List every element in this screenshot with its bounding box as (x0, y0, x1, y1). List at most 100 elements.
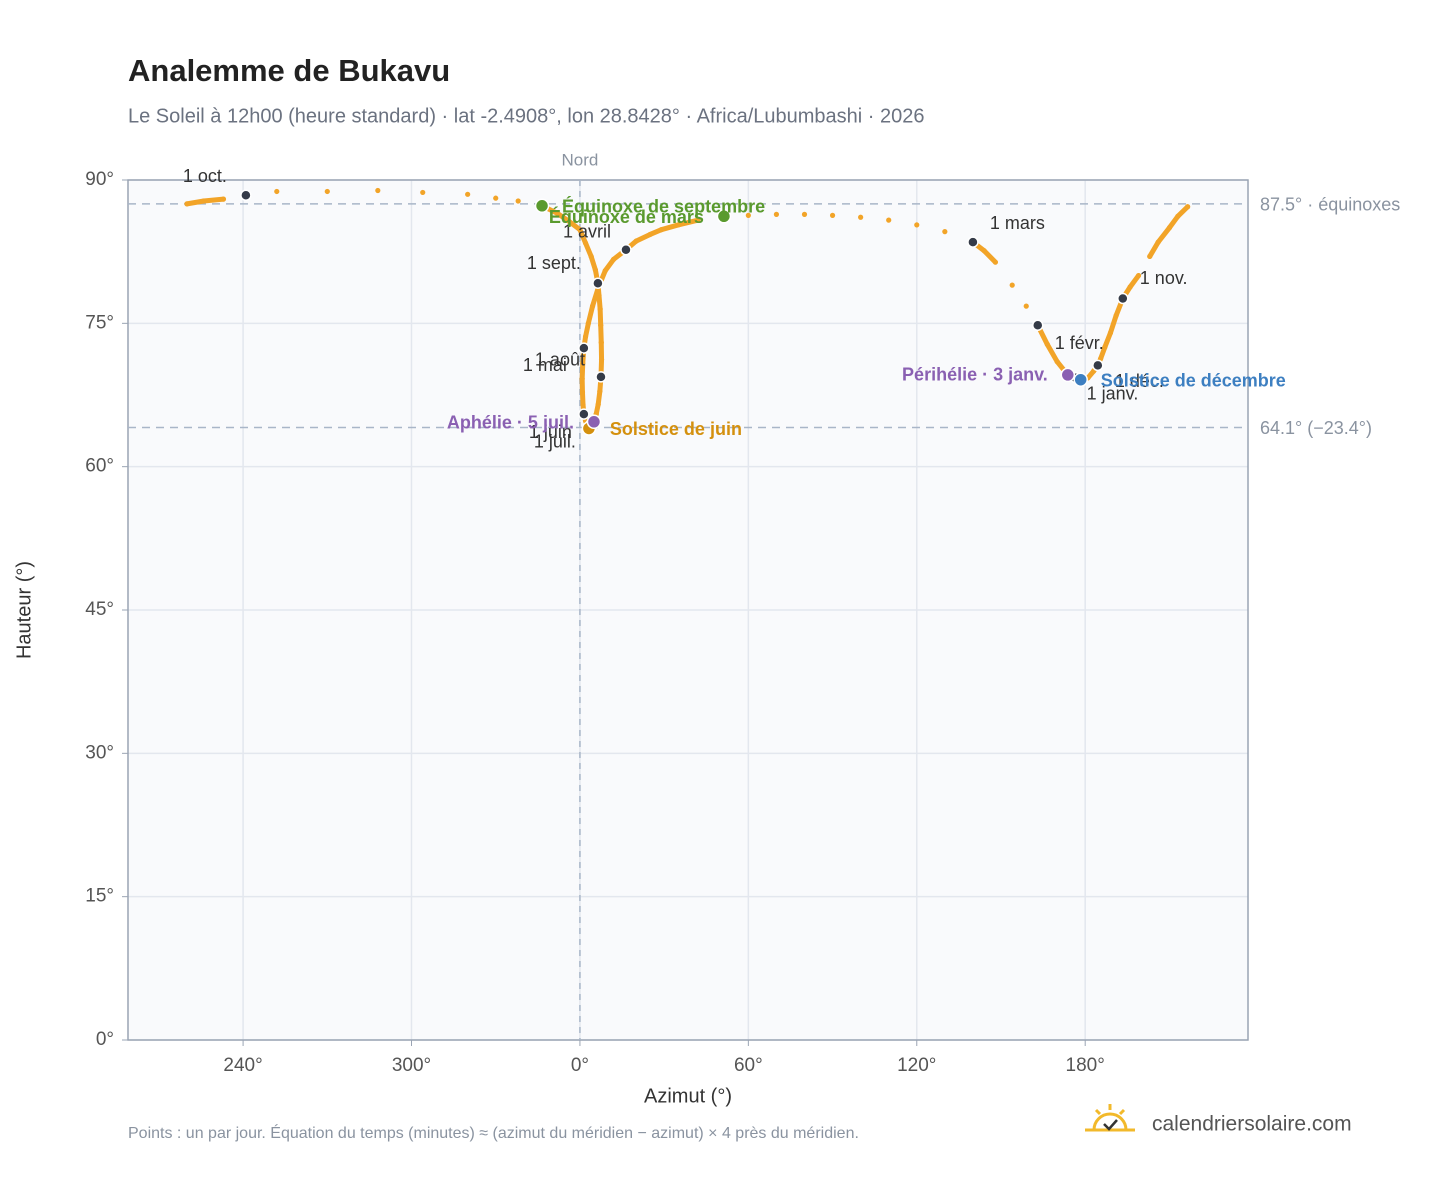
brand-logo (1085, 1104, 1135, 1132)
curve-segment (1147, 239, 1161, 259)
day-point (184, 201, 190, 207)
x-tick-label: 300° (392, 1055, 431, 1076)
day-point (579, 389, 586, 395)
day-point (577, 227, 583, 233)
day-point (647, 231, 653, 238)
month-marker (595, 371, 607, 383)
month-label: 1 janv. (1087, 384, 1139, 404)
day-point (582, 240, 589, 246)
curve-segment (598, 322, 604, 345)
curve-segment (184, 198, 207, 207)
day-point (1044, 341, 1050, 347)
month-label: 1 mars (990, 213, 1045, 233)
event-label: Aphélie · 5 juil. (447, 413, 574, 433)
event-label: Solstice de décembre (1101, 370, 1286, 390)
day-point (992, 259, 998, 265)
reference-label: 64.1° (−23.4°) (1260, 418, 1372, 438)
day-point (375, 187, 381, 194)
month-marker (1117, 292, 1129, 305)
day-point (580, 360, 586, 367)
x-tick-label: 180° (1066, 1055, 1105, 1076)
day-point (695, 217, 701, 223)
month-label: 1 août (535, 350, 585, 370)
day-point (580, 401, 586, 408)
y-axis-title: Hauteur (°) (13, 561, 35, 659)
month-label: 1 sept. (527, 253, 581, 273)
day-point (588, 253, 594, 260)
day-point (1009, 282, 1015, 288)
y-tick-label: 90° (85, 169, 114, 190)
day-point (274, 188, 280, 195)
day-point (675, 222, 681, 228)
event-label: Équinoxe de septembre (562, 196, 765, 217)
day-point (420, 189, 426, 196)
x-tick-label: 120° (897, 1055, 936, 1076)
chart-title: Analemme de Bukavu (128, 53, 450, 88)
x-tick-label: 60° (734, 1055, 763, 1076)
day-point (773, 211, 780, 217)
day-point (598, 357, 605, 363)
day-point (633, 238, 639, 244)
month-label: 1 juil. (534, 431, 576, 451)
day-point (602, 268, 608, 274)
day-point (829, 212, 836, 218)
day-point (1107, 330, 1114, 336)
day-point (1127, 284, 1133, 290)
month-label: 1 mai (523, 355, 567, 375)
day-point (801, 211, 808, 217)
day-point (658, 227, 664, 233)
day-point (554, 210, 561, 217)
day-point (589, 303, 596, 309)
day-point (585, 320, 591, 326)
curve-segment (1155, 225, 1172, 245)
day-point (981, 248, 987, 254)
day-point (1166, 225, 1173, 231)
curve-segment (585, 303, 596, 326)
month-label: 1 avril (563, 222, 611, 242)
curve-segment (675, 217, 701, 228)
event-label: Périhélie · 3 janv. (902, 365, 1048, 385)
month-label: 1 févr. (1055, 333, 1104, 353)
day-point (1113, 313, 1119, 319)
day-point (493, 195, 499, 201)
day-point (1023, 303, 1029, 309)
meridian-label: Nord (562, 150, 599, 169)
brand: calendriersolaire.com (1152, 1113, 1352, 1136)
chart-subtitle: Le Soleil à 12h00 (heure standard) · lat… (128, 105, 925, 127)
day-point (579, 376, 585, 382)
day-point (592, 267, 598, 273)
x-axis-title: Azimut (°) (644, 1085, 732, 1107)
day-point (595, 401, 601, 408)
day-point (597, 388, 603, 394)
y-tick-label: 30° (85, 742, 114, 763)
day-point (942, 229, 948, 235)
curve-segment (597, 306, 604, 328)
day-point (598, 339, 604, 346)
event-marker (534, 198, 550, 214)
y-tick-label: 0° (96, 1029, 114, 1050)
day-point (597, 306, 603, 312)
day-point (858, 214, 864, 220)
day-point (465, 191, 471, 197)
month-label: 1 oct. (183, 166, 227, 186)
month-marker (592, 277, 604, 289)
event-marker (1060, 367, 1076, 383)
month-marker (967, 236, 979, 248)
day-point (324, 188, 330, 195)
day-point (201, 198, 207, 204)
x-tick-label: 240° (223, 1055, 262, 1076)
event-marker (1073, 372, 1088, 387)
curve-segment (201, 196, 226, 204)
y-tick-label: 15° (85, 886, 114, 907)
month-label: 1 déc. (1115, 371, 1164, 391)
month-label: 1 nov. (1140, 268, 1188, 288)
month-marker (620, 244, 632, 256)
y-tick-label: 60° (85, 456, 114, 477)
day-point (1155, 239, 1161, 245)
event-marker (586, 414, 602, 430)
day-point (1185, 204, 1191, 210)
month-marker (578, 408, 590, 420)
x-tick-label: 0° (571, 1055, 589, 1076)
day-point (745, 212, 751, 218)
day-point (1175, 213, 1181, 219)
